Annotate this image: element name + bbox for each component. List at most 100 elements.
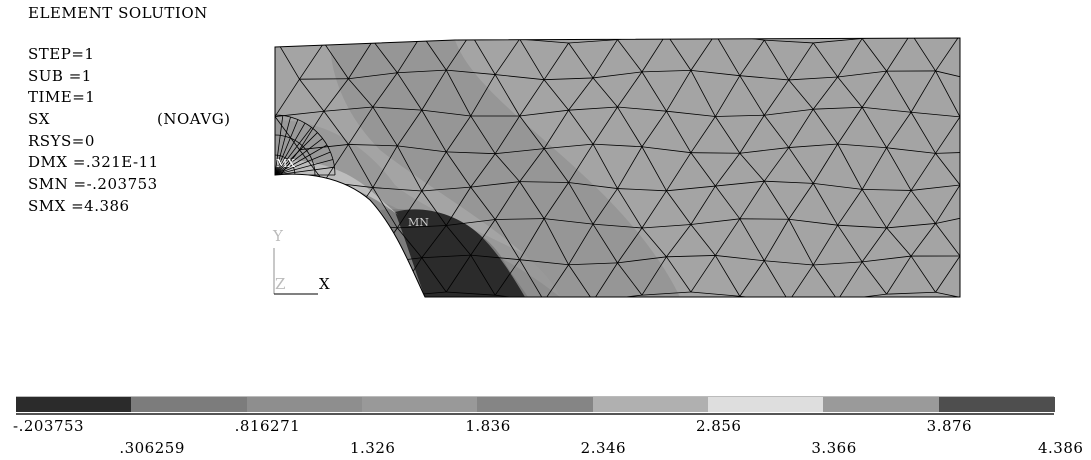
mesh-edge xyxy=(275,159,334,176)
info-dmx: DMX =.321E-11 xyxy=(28,152,159,174)
mesh-edge xyxy=(421,69,447,111)
mesh-edge xyxy=(348,144,398,147)
mesh-edge xyxy=(813,182,863,190)
mesh-edge xyxy=(861,261,887,295)
mesh-edge xyxy=(837,293,887,297)
mesh-edge xyxy=(445,151,472,188)
mesh-edge xyxy=(666,224,692,258)
mesh-edge xyxy=(666,110,692,153)
mesh-edge xyxy=(715,38,741,76)
mesh-edge xyxy=(764,108,814,116)
mesh-edge xyxy=(275,78,300,117)
mesh-edge xyxy=(886,70,912,113)
mesh-edge xyxy=(690,152,740,154)
mesh-edge xyxy=(592,71,643,79)
mesh-edge xyxy=(396,72,423,111)
mesh-edge xyxy=(935,255,960,293)
mesh-edge xyxy=(495,74,545,81)
mesh-edge xyxy=(763,79,790,116)
mesh-edge xyxy=(421,190,447,226)
mesh-edge xyxy=(788,42,814,81)
contour-plot: MX MN Y Z X xyxy=(272,37,961,298)
mesh-edge xyxy=(763,39,790,81)
mesh-edge xyxy=(910,223,936,257)
mesh-edge xyxy=(911,111,960,118)
mesh-edge xyxy=(568,264,594,297)
mesh-edge xyxy=(397,227,423,258)
mesh-edge xyxy=(275,138,323,176)
mesh-edge xyxy=(397,145,447,153)
mesh-edge xyxy=(445,254,472,293)
mesh-edge xyxy=(886,291,936,295)
mesh-edge xyxy=(396,190,423,229)
legend-label: 2.346 xyxy=(580,439,627,457)
mesh-edge xyxy=(372,72,398,108)
mesh-edge xyxy=(323,106,373,112)
coordinate-triad: Y Z X xyxy=(272,227,330,295)
info-key: RSYS=0 xyxy=(28,131,95,150)
mesh-edge xyxy=(396,109,423,147)
mesh-edge xyxy=(715,255,765,262)
mesh-edge xyxy=(617,262,643,296)
mesh-edge xyxy=(348,144,374,188)
mesh-edge xyxy=(812,224,839,266)
info-smx: SMX =4.386 xyxy=(28,196,159,218)
mesh-edge xyxy=(299,110,325,150)
mesh-edge xyxy=(862,255,912,263)
legend-bar xyxy=(16,396,1054,415)
mesh-edge xyxy=(813,261,863,266)
mesh-edge xyxy=(348,106,374,145)
mesh-edge xyxy=(690,116,716,153)
mesh-edge xyxy=(935,217,960,224)
mesh-edge xyxy=(641,71,667,112)
legend-swatch xyxy=(823,397,940,412)
mesh-edge xyxy=(519,181,545,219)
mesh-edge xyxy=(715,152,741,187)
legend-label: 1.326 xyxy=(350,439,396,457)
mesh-edge xyxy=(788,79,814,110)
legend-label: .306259 xyxy=(119,439,185,457)
mesh-edge xyxy=(568,39,618,44)
mesh-edge xyxy=(275,134,316,176)
mesh-edge xyxy=(935,291,960,297)
mesh-edge xyxy=(519,259,545,297)
mesh-edge xyxy=(617,106,643,147)
mesh-edge xyxy=(935,70,960,78)
mesh-edge xyxy=(935,38,960,72)
mesh-edge xyxy=(837,224,887,229)
mesh-edge xyxy=(446,291,496,296)
mesh-edge xyxy=(568,262,618,266)
mesh-edge xyxy=(568,106,618,111)
mesh-edge xyxy=(299,42,325,80)
mesh-edge xyxy=(275,122,306,176)
legend-label: 1.836 xyxy=(465,417,511,435)
mesh-edge xyxy=(544,77,594,81)
mesh-edge xyxy=(543,218,569,265)
mesh-edge xyxy=(543,109,569,149)
mesh-edge xyxy=(543,264,569,297)
mesh-edge xyxy=(543,42,569,80)
mesh-edge xyxy=(372,187,422,192)
model-outline xyxy=(274,37,961,298)
mesh-edge xyxy=(813,106,863,110)
mesh-edge xyxy=(372,187,398,229)
mesh-edge xyxy=(592,77,618,108)
mesh-edge xyxy=(275,115,284,176)
mesh-edge xyxy=(764,39,814,44)
mesh-edge xyxy=(812,264,839,297)
mesh-edge xyxy=(519,115,545,149)
mesh-edge xyxy=(494,38,520,75)
mesh-edge xyxy=(690,291,740,297)
mesh-edge xyxy=(593,223,642,229)
mesh-edge xyxy=(470,181,520,188)
mesh-edge xyxy=(397,69,447,74)
mesh-edge xyxy=(641,224,691,229)
mesh-edge xyxy=(470,254,520,261)
mesh-edge xyxy=(494,181,520,220)
mesh-edge xyxy=(592,143,618,189)
mesh-edge xyxy=(617,188,667,192)
mesh-edge xyxy=(690,218,740,225)
mesh-edge xyxy=(592,262,618,297)
mesh-edge xyxy=(886,190,912,229)
